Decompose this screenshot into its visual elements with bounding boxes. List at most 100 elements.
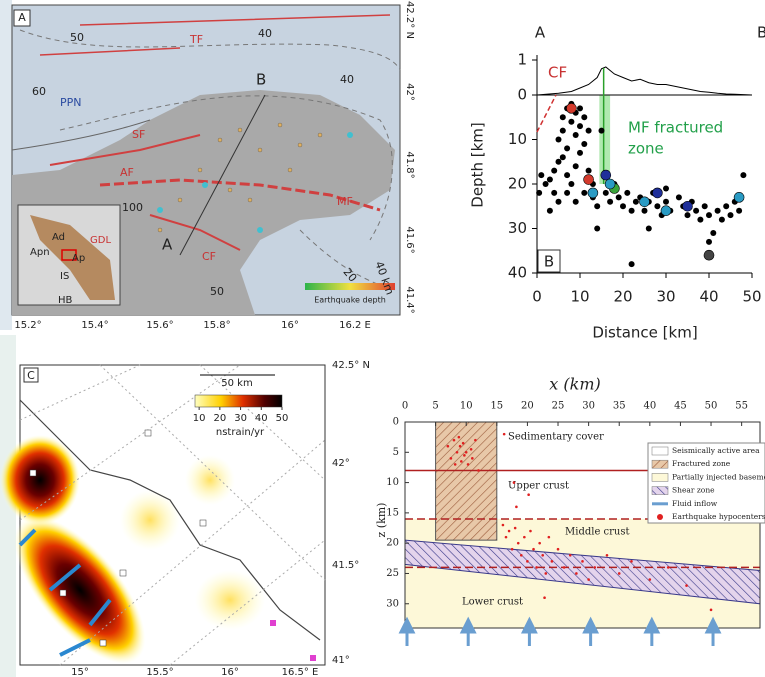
lon-tick-label: 15° — [71, 667, 89, 677]
map-label: PPN — [60, 96, 82, 109]
hypocenter — [723, 203, 730, 210]
fault-label: SF — [132, 128, 145, 141]
hypocenter — [463, 454, 466, 457]
hypocenter — [562, 566, 566, 569]
lon-tick-label: 15.8° — [203, 320, 230, 331]
map-c: C 50 km nstrain/yr — [0, 364, 326, 666]
fault-label: TF — [189, 33, 203, 46]
x-tick-label: 40 — [643, 401, 656, 412]
hypocenter — [529, 529, 532, 533]
lon-tick-label: 15.6° — [146, 320, 173, 331]
topo-tick-label: 1 — [517, 51, 527, 69]
hypocenter — [727, 212, 734, 219]
hypocenter — [568, 118, 575, 125]
contour-label: 40 — [340, 73, 354, 86]
hypocenter — [559, 154, 566, 161]
inset-label: HB — [58, 295, 73, 306]
hypocenter — [602, 189, 609, 196]
lat-tick-label: 42° — [404, 83, 415, 101]
hypocenter — [648, 578, 652, 581]
hypocenter — [512, 481, 516, 484]
hypocenter — [471, 457, 474, 460]
hypocenter — [564, 189, 571, 196]
panel-label: C — [27, 369, 35, 382]
map-c-ticks: 42.5° N 42° 41.5° 41° 15° 15.5° 16° 16.5° E 10 20… — [71, 360, 370, 677]
hypocenter — [581, 140, 588, 147]
hypocenter — [535, 566, 538, 569]
legend-box — [647, 442, 765, 524]
hypocenter — [555, 158, 562, 165]
hypocenter — [587, 578, 590, 581]
hypocenter — [466, 463, 470, 466]
hypocenter — [593, 566, 597, 569]
hypocenter — [581, 560, 584, 563]
annotation: CF — [548, 64, 567, 82]
crust-model: 0 5 10 15 20 25 30 35 40 45 50 55 0 5 10 15 20 25 30 x (km)… — [375, 375, 765, 646]
x-tick-label: 50 — [705, 401, 718, 412]
legend-swatch — [651, 446, 669, 456]
x-tick-label: 25 — [552, 401, 565, 412]
lat-tick-label: 42° — [332, 458, 350, 469]
lon-tick-label: 15.2° — [14, 320, 41, 331]
hypocenter — [542, 181, 549, 187]
hypocenter — [714, 207, 721, 214]
layer-label: Upper crust — [508, 481, 569, 492]
layer-label: Lower crust — [462, 597, 523, 608]
colorbar-tick-label: 30 — [234, 413, 247, 424]
hypocenter — [645, 225, 652, 232]
legend-label: Seismically active area — [672, 446, 760, 455]
hypocenter — [455, 450, 459, 454]
legend-swatch — [651, 459, 669, 469]
hypocenter — [697, 216, 704, 223]
fluid-inflow-arrow — [643, 616, 661, 646]
x-tick-label: 0 — [402, 401, 408, 412]
y-tick-label: 20 — [386, 538, 399, 549]
y-tick-label: 20 — [508, 175, 527, 193]
x-tick-label: 20 — [521, 401, 534, 412]
inset-label: IS — [60, 271, 69, 282]
panel-label: B — [544, 253, 554, 271]
hypocenter — [628, 207, 635, 214]
profile-end: B — [757, 24, 765, 42]
hypocenter — [624, 189, 631, 196]
hypocenter — [452, 438, 456, 442]
hypocenter — [568, 181, 575, 187]
panel-label: A — [18, 11, 26, 24]
hypocenter — [559, 114, 566, 121]
focal-mechanism — [652, 187, 663, 199]
hypocenter — [551, 189, 558, 196]
focal-mechanism — [604, 178, 616, 190]
focal-mechanism — [682, 200, 693, 212]
x-tick-label: 15 — [490, 401, 503, 412]
hypocenter — [710, 229, 717, 236]
hypocenter — [550, 560, 554, 563]
legend-swatch — [657, 514, 663, 520]
hypocenter — [555, 136, 562, 143]
hypocenter — [516, 541, 520, 545]
hypocenter — [581, 114, 588, 121]
y-tick-label: 0 — [393, 417, 399, 428]
y-tick-label: 15 — [386, 507, 399, 518]
x-axis-title: x (km) — [549, 375, 600, 394]
hypocenter — [453, 463, 457, 466]
topography-line — [536, 66, 753, 96]
hypocenter — [718, 216, 725, 223]
hypocenter — [555, 198, 562, 205]
hypocenter — [615, 194, 622, 201]
profile-end: A — [535, 24, 546, 42]
y-tick-label: 10 — [386, 477, 399, 488]
x-tick-label: 40 — [699, 288, 718, 306]
layer-label: Sedimentary cover — [508, 432, 604, 443]
inset-label: Apn — [30, 247, 50, 258]
legend-swatch — [651, 486, 669, 495]
inset-label: Ad — [52, 232, 65, 243]
x-tick-label: 30 — [656, 288, 675, 306]
hypocenter — [607, 198, 614, 205]
fluid-inflow-arrow — [520, 616, 538, 646]
hypocenter — [564, 172, 571, 179]
y-tick-label: 30 — [386, 598, 399, 609]
hypocenter — [666, 566, 670, 569]
background-strip — [0, 0, 12, 330]
focal-mechanism — [566, 103, 577, 114]
hypocenter — [556, 547, 560, 551]
